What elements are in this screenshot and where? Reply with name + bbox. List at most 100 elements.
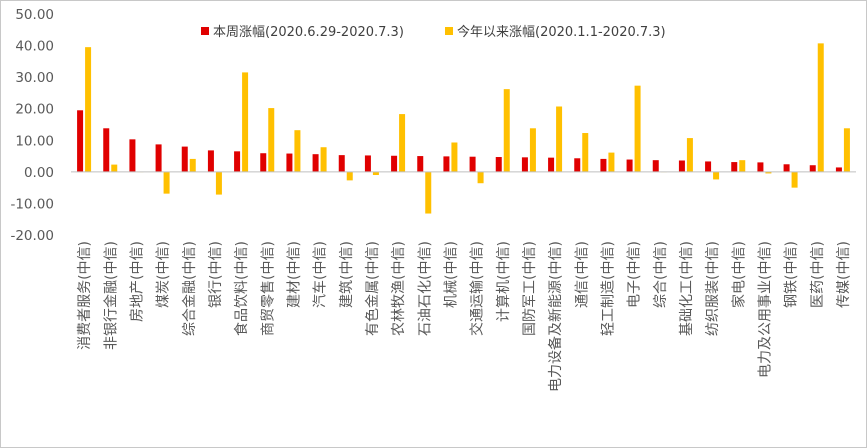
bar-ytd [582,133,589,172]
bar-ytd [268,108,275,172]
bar-weekly [103,128,110,172]
x-tick-label: 机械(中信) [443,241,459,308]
bar-ytd [372,171,379,176]
bar-ytd [425,171,432,214]
x-tick-label: 食品饮料(中信) [233,241,250,336]
bar-ytd [843,128,850,172]
bar-weekly [705,161,712,172]
bar-weekly [652,160,659,172]
bar-ytd [320,147,327,172]
bar-weekly [129,139,136,172]
bar-ytd [85,47,92,172]
x-tick-label: 综合(中信) [653,241,669,308]
bar-weekly [548,157,555,172]
bar-ytd [529,128,536,172]
x-tick-label: 非银行金融(中信) [103,241,119,350]
x-tick-label: 消费者服务(中信) [77,241,93,350]
x-tick-label: 轻工制造(中信) [600,241,616,336]
x-tick-label: 银行(中信) [208,241,224,308]
y-tick-label: 50.00 [15,7,54,23]
x-tick-label: 建筑(中信) [339,241,355,308]
bars [77,43,850,214]
x-tick-label: 基础化工(中信) [678,241,695,336]
x-tick-label: 石油石化(中信) [417,241,433,336]
bar-weekly [207,150,214,172]
legend: 本周涨幅(2020.6.29-2020.7.3) 今年以来涨幅(2020.1.1… [201,24,666,40]
bar-ytd [346,171,353,181]
bar-ytd [739,160,746,172]
y-tick-label: 40.00 [15,39,54,55]
bar-weekly [417,156,424,172]
bar-weekly [181,146,188,172]
x-tick-label: 国防军工(中信) [522,241,538,336]
bar-weekly [312,154,319,172]
bar-ytd [817,43,824,172]
legend-swatch-ytd [445,27,453,35]
x-tick-label: 电力及公用事业(中信) [757,241,773,378]
bar-ytd [451,142,458,172]
bar-ytd [189,158,196,172]
bar-ytd [477,171,484,184]
x-axis-ticks: 消费者服务(中信) 非银行金融(中信) 房地产(中信) 煤炭(中信) 综合金融(中信) 银… [77,241,852,392]
bar-weekly [364,155,371,172]
legend-label-ytd: 今年以来涨幅(2020.1.1-2020.7.3) [457,24,666,40]
bar-weekly [338,155,345,172]
bar-ytd [242,72,249,172]
bar-weekly [731,162,738,172]
bar-weekly [626,159,633,172]
bar-ytd [163,171,170,194]
y-axis-ticks: 50.00 40.00 30.00 20.00 10.00 0.00 -10.00 -20.0… [10,7,54,244]
bar-weekly [809,165,816,172]
bar-weekly [574,158,581,172]
bar-ytd [791,171,798,188]
x-tick-label: 计算机(中信) [496,241,512,322]
y-tick-label: 0.00 [24,165,54,181]
x-tick-label: 房地产(中信) [129,241,145,322]
bar-ytd [713,171,720,180]
bar-weekly [286,153,293,172]
bar-ytd [556,106,563,172]
x-tick-label: 煤炭(中信) [156,241,172,308]
x-tick-label: 交通运输(中信) [469,241,486,336]
x-tick-label: 家电(中信) [730,241,747,308]
x-tick-label: 通信(中信) [574,241,590,308]
bar-ytd [686,138,693,172]
x-tick-label: 建材(中信) [286,241,302,308]
legend-label-weekly: 本周涨幅(2020.6.29-2020.7.3) [213,25,404,40]
bar-ytd [215,171,222,195]
bar-weekly [521,157,528,172]
bar-ytd [111,164,118,172]
bar-weekly [600,158,607,172]
y-tick-label: 30.00 [15,70,54,86]
y-tick-label: -20.00 [10,228,54,244]
bar-ytd [503,89,510,172]
x-tick-label: 农林牧渔(中信) [391,241,407,336]
x-tick-label: 综合金融(中信) [182,241,198,336]
bar-weekly [757,162,764,172]
bar-ytd [634,85,641,172]
bar-weekly [443,156,450,172]
bar-weekly [495,157,502,172]
x-tick-label: 有色金属(中信) [364,241,381,336]
x-tick-label: 钢铁(中信) [784,241,800,308]
bar-weekly [155,144,162,172]
bar-weekly [469,156,476,172]
bar-weekly [678,160,685,172]
legend-swatch-weekly [201,27,209,35]
x-tick-label: 汽车(中信) [312,241,329,308]
y-tick-label: -10.00 [10,196,54,212]
x-tick-label: 医药(中信) [810,241,826,308]
bar-ytd [399,114,406,172]
bar-weekly [234,151,241,172]
bar-ytd [294,130,301,172]
y-tick-label: 10.00 [15,133,54,149]
bar-weekly [783,164,790,172]
x-tick-label: 传媒(中信) [836,241,852,308]
bar-weekly [77,110,84,172]
x-tick-label: 电力设备及新能源(中信) [547,241,564,392]
x-tick-label: 商贸零售(中信) [260,241,276,336]
x-tick-label: 纺织服装(中信) [705,241,721,336]
y-tick-label: 20.00 [15,102,54,118]
x-tick-label: 电子(中信) [627,241,643,308]
